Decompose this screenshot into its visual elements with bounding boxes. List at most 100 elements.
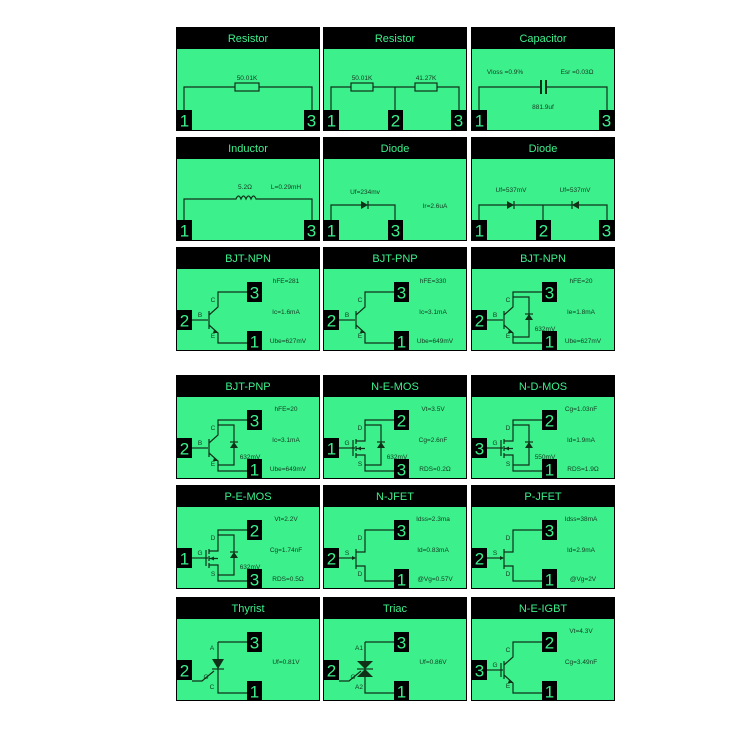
pin-box (247, 632, 262, 652)
pin-number-1: 1 (327, 112, 336, 131)
value-label: Vt=4.3V (569, 628, 593, 635)
screen: Resistor 50.01K 41.27K 1 2 3 (323, 27, 467, 131)
terminal-label: C (506, 647, 511, 654)
screen: BJT-PNP 2 3 1 hFE=330 Ic=3.1mA Ube=649mV B C E (323, 247, 467, 351)
value-label: Ube=627mV (565, 338, 602, 345)
value-label: @Vg=2V (570, 576, 597, 583)
capacitor-plate (545, 80, 547, 94)
pin-number-2: 2 (180, 440, 189, 459)
terminal-label: S (345, 550, 350, 557)
value-label: 41.27K (416, 75, 437, 82)
value-label: Cg=2.6nF (419, 437, 448, 444)
pin-box (394, 282, 409, 302)
gate-arrow-icon (352, 556, 356, 560)
pin-box (542, 569, 557, 589)
screen: Triac 2 3 1 Uf=0.86V G A1 A2 (323, 597, 467, 701)
tester-screen-resistor: Resistor 50.01K 1 3 (176, 27, 320, 131)
pin-box (304, 110, 319, 130)
channel-arrow-icon (210, 556, 214, 561)
pin-box (394, 410, 409, 430)
pin-number-1: 1 (180, 112, 189, 131)
tester-screen-triac: Triac 2 3 1 Uf=0.86V G A1 A2 (323, 597, 467, 701)
pin-box (542, 632, 557, 652)
pin-number-2: 2 (180, 312, 189, 331)
pin-number-3: 3 (475, 440, 484, 459)
screen-header (471, 137, 615, 159)
pin-number-3: 3 (250, 412, 259, 431)
component-title: BJT-NPN (225, 253, 271, 265)
screen: P-E-MOS 1 2 3 Vt=2.2V Cg=1.74nF RDS=0.5Ω G D S 632… (176, 485, 320, 589)
tester-screen-bjt: BJT-PNP 2 3 1 hFE=330 Ic=3.1mA Ube=649mV B C E (323, 247, 467, 351)
pin-box (599, 220, 614, 240)
value-label: Id=0.83mA (417, 547, 449, 554)
value-label: Ic=3.1mA (419, 309, 447, 316)
terminal-label: G (203, 674, 208, 681)
pin-box (304, 220, 319, 240)
value-label: RDS=1.9Ω (567, 466, 599, 473)
pin-box (394, 569, 409, 589)
pin-box (247, 569, 262, 589)
value-label: Vt=2.2V (274, 516, 298, 523)
screen-header (176, 597, 320, 619)
pin-box (542, 459, 557, 479)
pin-box (394, 459, 409, 479)
component-title: Resistor (228, 33, 269, 45)
pin-number-2: 2 (475, 550, 484, 569)
pin-number-2: 2 (250, 522, 259, 541)
terminal-label: S (211, 571, 216, 578)
pin-number-3: 3 (307, 222, 316, 241)
component-title: N-E-MOS (371, 381, 419, 393)
screen-header (471, 375, 615, 397)
pin-box (324, 110, 339, 130)
pin-number-1: 1 (545, 461, 554, 480)
component-title: BJT-PNP (225, 381, 270, 393)
diode-icon (572, 201, 579, 209)
pin-box (472, 220, 487, 240)
pin-box (324, 310, 339, 330)
component-title: N-D-MOS (519, 381, 567, 393)
pin-box (388, 110, 403, 130)
component-title: P-JFET (524, 491, 562, 503)
screen-header (323, 597, 467, 619)
terminal-label: D (358, 535, 363, 542)
value-label: Ir=2.6uA (423, 203, 448, 210)
value-label: Ic=3.1mA (272, 437, 300, 444)
channel-arrow-icon (505, 446, 509, 451)
screen: Thyrist 2 3 1 Uf=0.81V G A C (176, 597, 320, 701)
terminal-label: D (211, 535, 216, 542)
pin-number-3: 3 (397, 522, 406, 541)
screen-header (176, 485, 320, 507)
value-label: Id=2.9mA (567, 547, 596, 554)
pin-number-1: 1 (545, 333, 554, 352)
screen-header (471, 597, 615, 619)
value-label: @Vg=0.57V (417, 576, 453, 583)
pin-number-2: 2 (545, 412, 554, 431)
pin-number-2: 2 (539, 222, 548, 241)
screen-body (472, 49, 614, 130)
capacitor-icon (540, 80, 542, 94)
value-label: RDS=0.5Ω (272, 576, 304, 583)
value-label: Ube=627mV (270, 338, 307, 345)
thyristor-icon (212, 659, 224, 669)
screen-header (176, 375, 320, 397)
value-label: Uf=0.86V (419, 659, 447, 666)
tester-screen-diode2: Diode Uf=537mV Uf=537mV 1 2 3 (471, 137, 615, 241)
pin-box (542, 282, 557, 302)
terminal-label: D (506, 535, 511, 542)
terminal-label: G (350, 674, 355, 681)
pin-box (472, 310, 487, 330)
screen-header (471, 247, 615, 269)
terminal-label: C (358, 297, 363, 304)
diode-voltage: 632mV (535, 326, 556, 333)
value-label: 50.01K (352, 75, 373, 82)
value-label: Uf=537mV (560, 187, 592, 194)
terminal-label: C (506, 297, 511, 304)
pin-number-1: 1 (180, 550, 189, 569)
pin-box (542, 681, 557, 701)
pin-number-1: 1 (327, 440, 336, 459)
value-label: Uf=0.81V (272, 659, 300, 666)
emitter-arrow-icon (508, 680, 513, 683)
value-label: 5.2Ω (238, 184, 252, 191)
pin-number-1: 1 (397, 571, 406, 590)
screen-header (176, 247, 320, 269)
